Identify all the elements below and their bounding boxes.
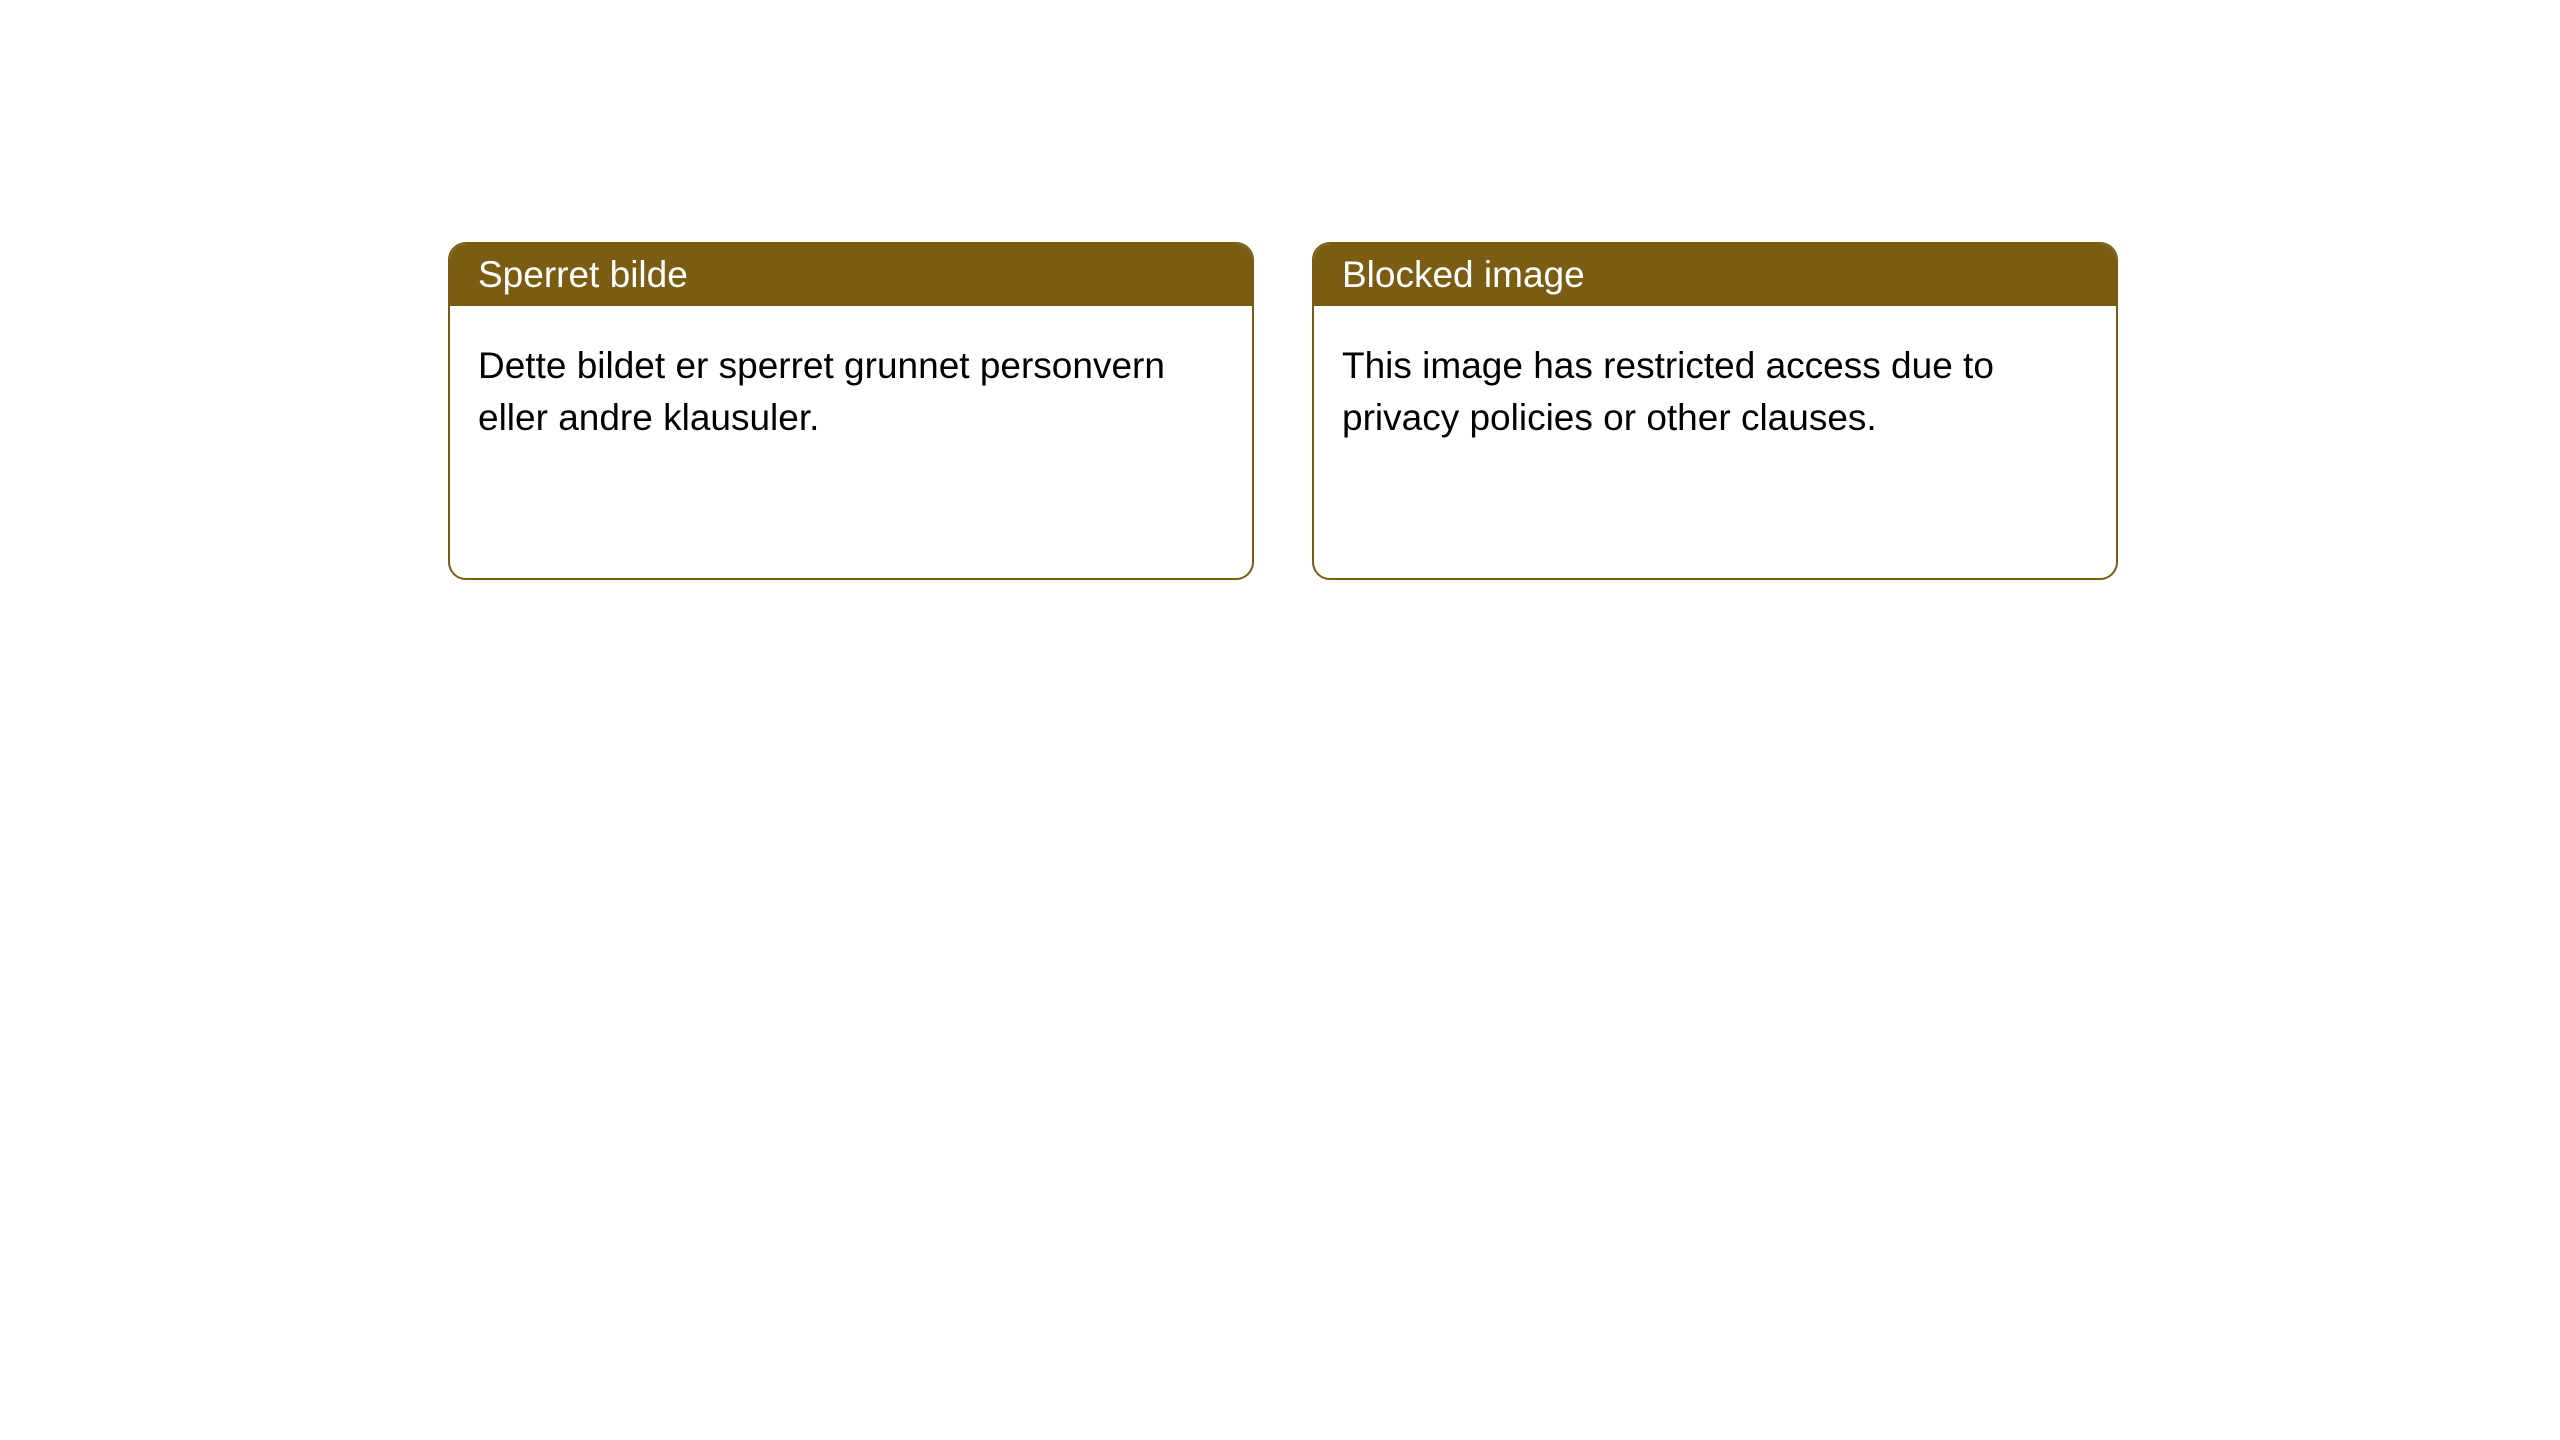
card-title: Sperret bilde bbox=[478, 254, 688, 295]
card-header: Sperret bilde bbox=[450, 244, 1252, 306]
notice-card-norwegian: Sperret bilde Dette bildet er sperret gr… bbox=[448, 242, 1254, 580]
notice-cards-container: Sperret bilde Dette bildet er sperret gr… bbox=[0, 0, 2560, 580]
notice-card-english: Blocked image This image has restricted … bbox=[1312, 242, 2118, 580]
card-body: This image has restricted access due to … bbox=[1314, 306, 2116, 478]
card-title: Blocked image bbox=[1342, 254, 1585, 295]
card-body: Dette bildet er sperret grunnet personve… bbox=[450, 306, 1252, 478]
card-body-text: This image has restricted access due to … bbox=[1342, 345, 1994, 438]
card-header: Blocked image bbox=[1314, 244, 2116, 306]
card-body-text: Dette bildet er sperret grunnet personve… bbox=[478, 345, 1165, 438]
